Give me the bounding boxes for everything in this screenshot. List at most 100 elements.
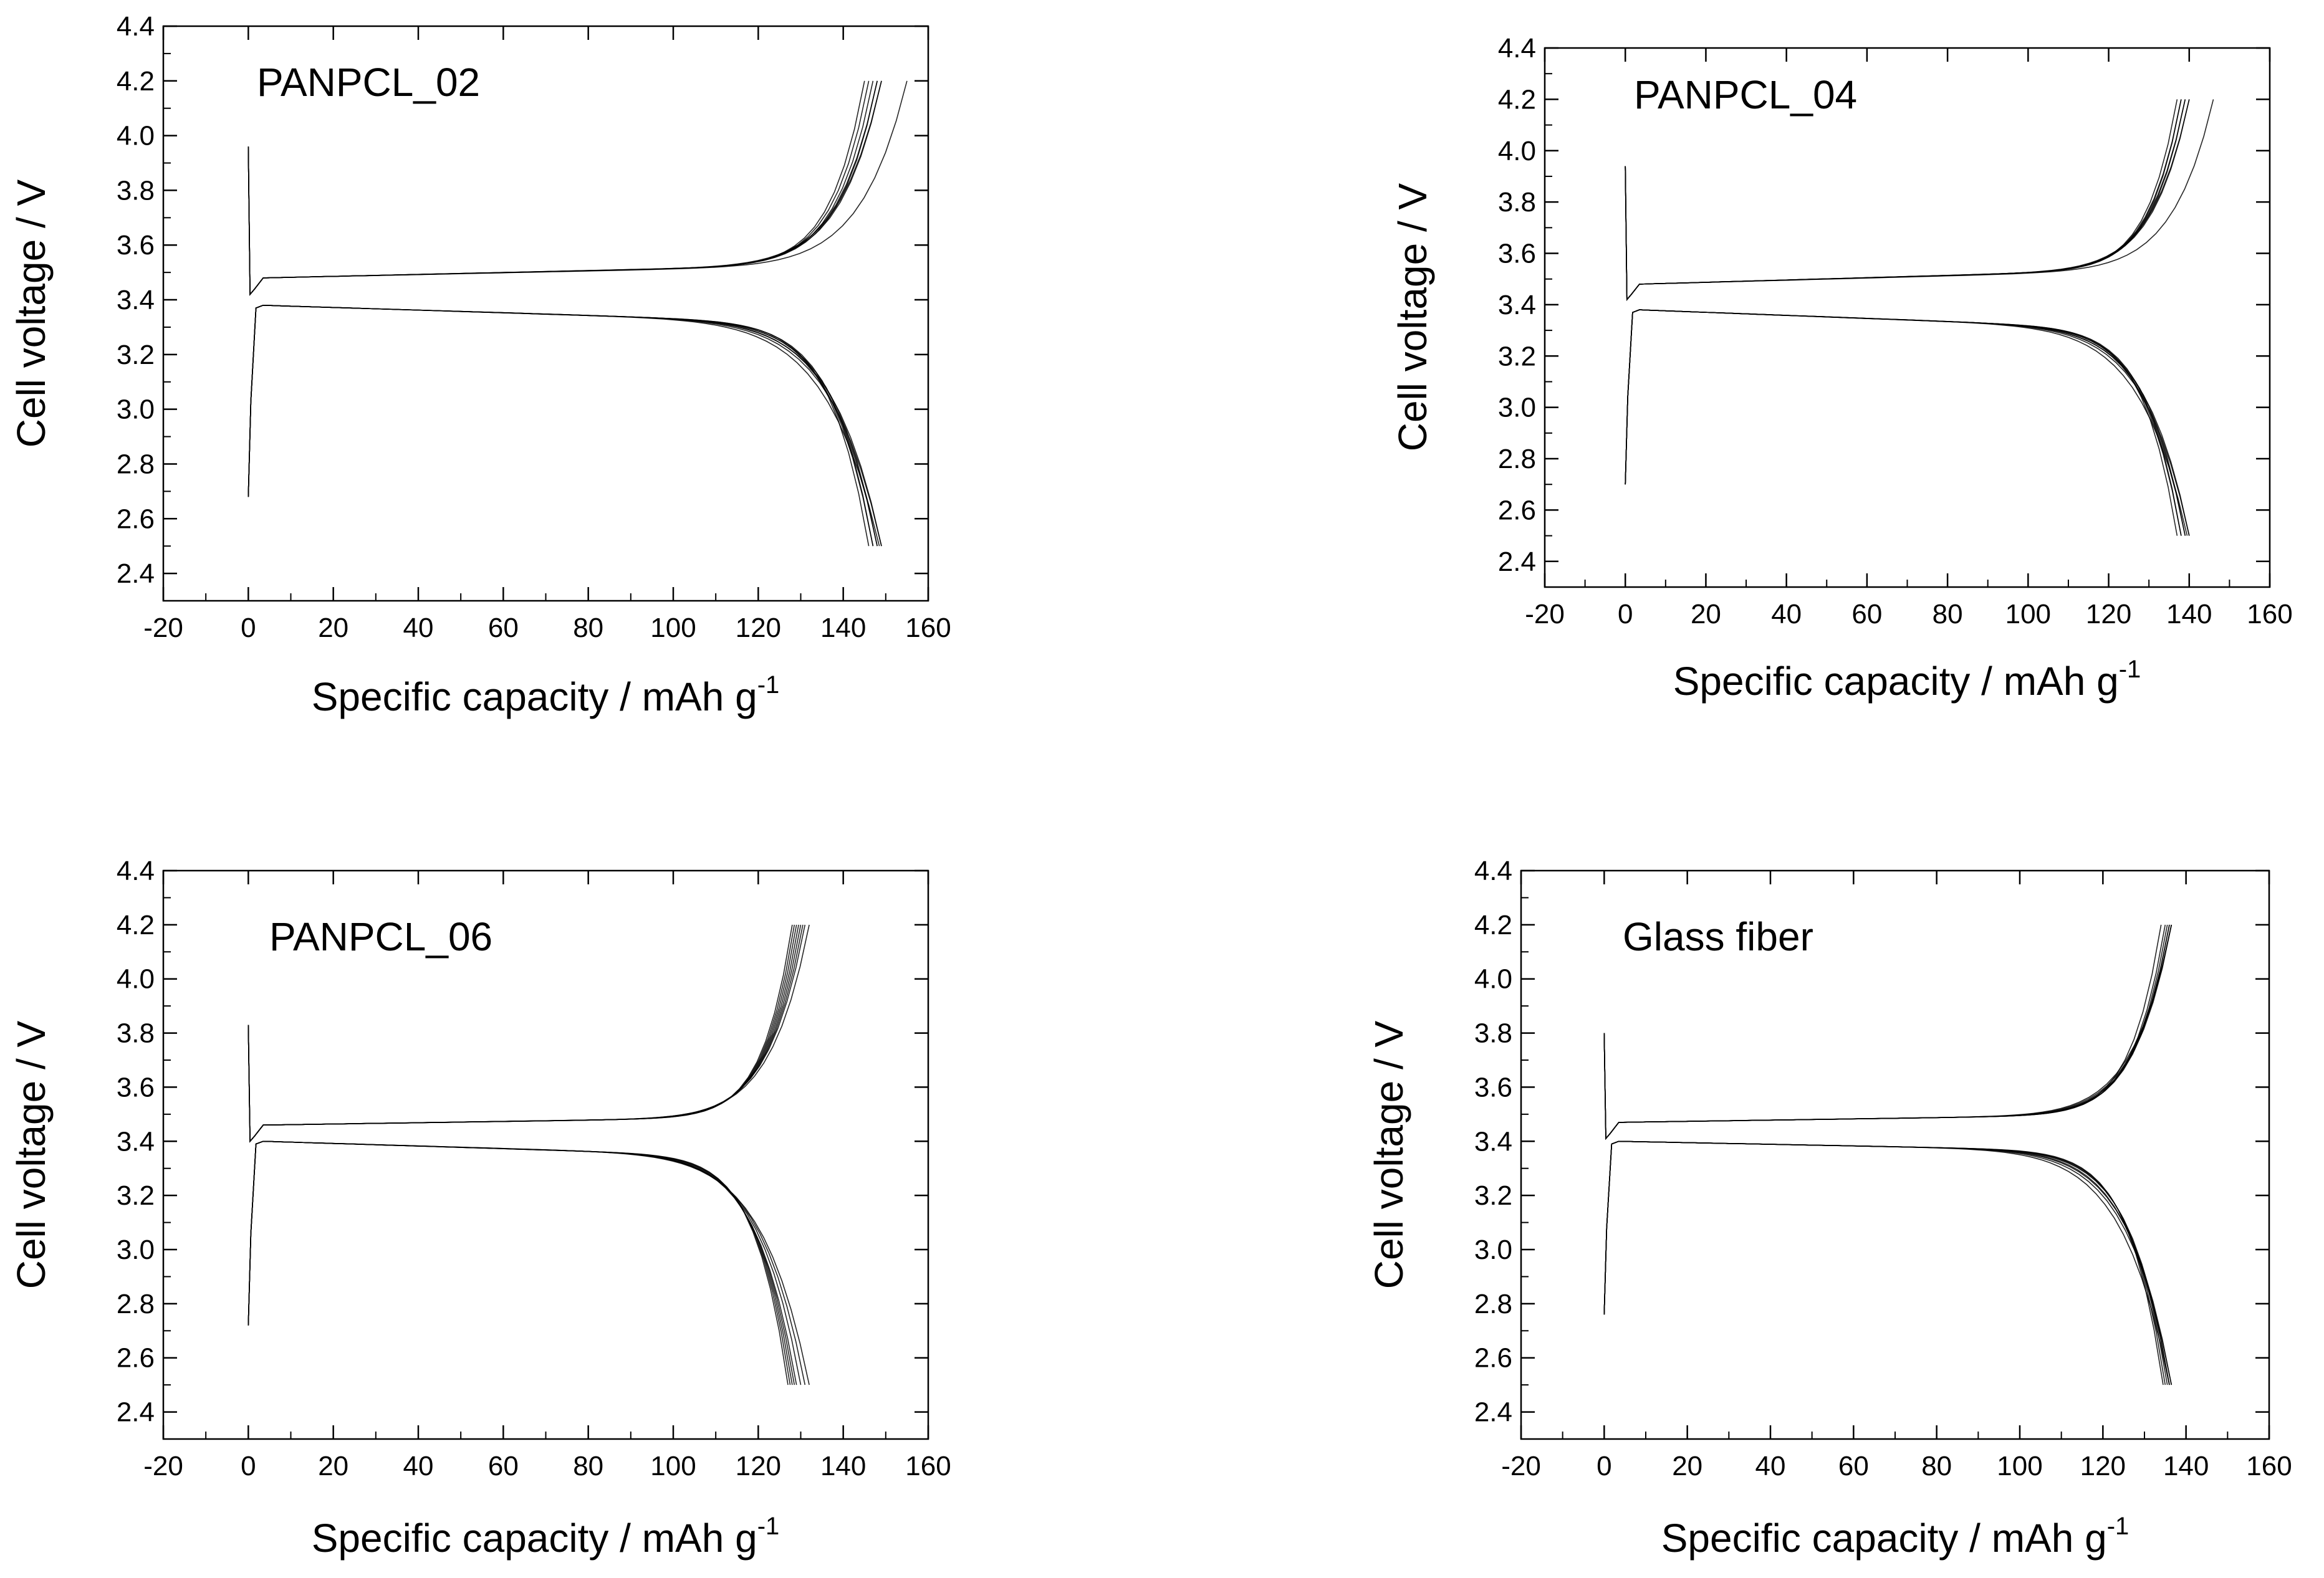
y-tick-label: 2.4 [1474, 1397, 1512, 1428]
charge-curve-cycle-7 [247, 80, 882, 296]
x-tick-label: 140 [820, 613, 866, 643]
charge-curve-cycle-2 [247, 80, 870, 296]
discharge-curve-cycle-8 [1625, 309, 2188, 536]
charge-curve-cycle-8 [1625, 99, 2214, 301]
discharge-curve-cycle-5 [1603, 1140, 2170, 1385]
y-tick-label: 4.2 [1474, 910, 1512, 940]
plot-frame [162, 25, 929, 602]
y-tick-label: 3.2 [117, 340, 155, 370]
charge-curve-cycle-4 [247, 80, 878, 296]
charge-curve-cycle-2 [1625, 99, 2182, 301]
x-tick-label: 80 [573, 613, 603, 643]
y-tick-label: 4.2 [117, 66, 155, 97]
charge-curve-cycle-4 [1625, 99, 2186, 301]
y-tick-label: 3.0 [117, 1235, 155, 1265]
y-tick-label: 4.0 [1474, 964, 1512, 995]
panel-panpcl-04: -20 0 20 40 60 80 100 120 140 160 2.4 2.6 2.8 3.0 3.2 3… [1390, 33, 2293, 704]
x-tick-label: 60 [1851, 599, 1882, 629]
charge-curve-cycle-7 [1625, 99, 2190, 301]
discharge-curve-cycle-2 [247, 1140, 791, 1385]
axis-ticks: -20 0 20 40 60 80 100 120 140 160 2.4 2.6 2.8 3.0 3.2 3… [117, 856, 951, 1481]
x-tick-label: 40 [403, 1451, 434, 1481]
x-tick-label: 60 [488, 613, 519, 643]
x-tick-label: 160 [905, 1451, 951, 1481]
y-tick-label: 4.2 [1498, 84, 1536, 115]
x-axis-label: Specific capacity / mAh g-1 [312, 1513, 780, 1561]
discharge-curve-cycle-4 [1625, 309, 2186, 536]
charge-curve-cycle-8 [1603, 924, 2173, 1140]
charge-curve-cycle-3 [247, 80, 874, 296]
x-tick-label: 160 [905, 613, 951, 643]
y-tick-label: 2.8 [117, 449, 155, 479]
axis-ticks: -20 0 20 40 60 80 100 120 140 160 2.4 2.6 2.8 3.0 3.2 3… [1474, 856, 2292, 1481]
charge-curve-cycle-3 [1625, 99, 2182, 301]
discharge-curve-cycle-7 [247, 304, 882, 547]
y-tick-label: 3.0 [117, 395, 155, 425]
y-tick-label: 3.4 [117, 285, 155, 315]
y-tick-label: 3.8 [117, 175, 155, 206]
discharge-curve-cycle-3 [247, 1140, 793, 1385]
y-tick-label: 3.6 [117, 230, 155, 261]
x-tick-label: 20 [1672, 1451, 1702, 1481]
y-tick-label: 3.0 [1474, 1235, 1512, 1265]
discharge-curve-cycle-5 [1625, 309, 2186, 536]
y-tick-label: 3.4 [117, 1126, 155, 1157]
x-tick-label: 100 [1997, 1451, 2042, 1481]
y-tick-label: 3.2 [117, 1180, 155, 1211]
charge-curve-cycle-6 [247, 80, 882, 296]
y-tick-label: 2.4 [1498, 547, 1536, 577]
plot-frame [1544, 47, 2271, 588]
charge-curve-cycle-8 [247, 80, 908, 296]
y-tick-label: 2.8 [1474, 1289, 1512, 1319]
y-tick-label: 4.4 [1498, 33, 1536, 64]
x-tick-label: 160 [2247, 599, 2292, 629]
y-tick-label: 2.6 [117, 504, 155, 534]
discharge-curve-cycle-8 [1603, 1140, 2170, 1385]
y-tick-label: 3.2 [1498, 341, 1536, 371]
y-tick-label: 4.0 [117, 964, 155, 995]
discharge-curve-cycle-7 [1603, 1140, 2173, 1385]
y-tick-label: 3.4 [1474, 1126, 1512, 1157]
discharge-curve-cycle-4 [1603, 1140, 2170, 1385]
y-tick-label: 2.6 [1474, 1343, 1512, 1374]
discharge-curve-cycle-1 [1603, 1140, 2164, 1385]
x-axis-label: Specific capacity / mAh g-1 [1661, 1513, 2130, 1561]
x-tick-label: 100 [650, 613, 696, 643]
y-tick-label: 3.8 [1498, 187, 1536, 218]
axis-ticks: -20 0 20 40 60 80 100 120 140 160 2.4 2.6 2.8 3.0 3.2 3… [1498, 33, 2293, 629]
x-tick-label: 40 [1755, 1451, 1786, 1481]
discharge-curve-cycle-3 [247, 304, 874, 547]
y-axis-label: Cell voltage / V [1366, 1020, 1411, 1289]
panel-panpcl-02: -20 0 20 40 60 80 100 120 140 160 2.4 2.6 2.8 3.0 3.2 3… [9, 11, 951, 719]
panel-title: PANPCL_04 [1634, 72, 1857, 117]
y-tick-label: 2.8 [1498, 444, 1536, 474]
discharge-curve-cycle-2 [247, 304, 874, 547]
charge-curve-cycle-5 [1625, 99, 2186, 301]
y-tick-label: 3.0 [1498, 393, 1536, 423]
y-tick-label: 4.2 [117, 910, 155, 940]
x-tick-label: 20 [318, 1451, 348, 1481]
charge-curve-cycle-5 [247, 80, 878, 296]
x-tick-label: 20 [1691, 599, 1721, 629]
x-tick-label: 60 [488, 1451, 519, 1481]
x-tick-label: 0 [241, 1451, 256, 1481]
charge-curve-cycle-6 [1625, 99, 2190, 301]
discharge-curve-cycle-1 [247, 1140, 789, 1385]
x-axis-label: Specific capacity / mAh g-1 [1673, 656, 2141, 704]
x-tick-label: 120 [736, 613, 781, 643]
y-axis-label: Cell voltage / V [1390, 183, 1435, 451]
voltage-curves [247, 924, 810, 1385]
y-tick-label: 4.4 [1474, 856, 1512, 886]
y-tick-label: 2.6 [117, 1343, 155, 1374]
y-tick-label: 3.8 [117, 1018, 155, 1049]
y-tick-label: 3.4 [1498, 290, 1536, 320]
discharge-curve-cycle-8 [247, 1140, 810, 1385]
y-tick-label: 3.8 [1474, 1018, 1512, 1049]
x-axis-label: Specific capacity / mAh g-1 [312, 671, 780, 719]
y-tick-label: 2.6 [1498, 495, 1536, 525]
y-tick-label: 4.0 [1498, 136, 1536, 166]
y-tick-label: 4.4 [117, 11, 155, 42]
y-tick-label: 3.6 [1474, 1072, 1512, 1102]
charge-curve-cycle-1 [247, 80, 865, 296]
y-tick-label: 4.4 [117, 856, 155, 886]
